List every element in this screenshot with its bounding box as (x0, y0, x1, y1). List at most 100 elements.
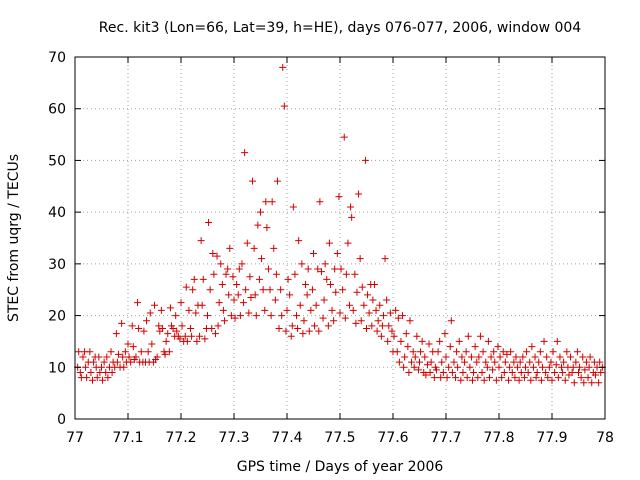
data-point (595, 379, 603, 387)
x-tick-label: 77.8 (483, 430, 514, 446)
data-point (584, 374, 592, 382)
data-point (503, 350, 511, 358)
data-point (315, 327, 323, 335)
data-point (227, 312, 235, 320)
data-point (140, 327, 148, 335)
data-point (554, 374, 562, 382)
data-point (217, 260, 225, 268)
data-point (197, 237, 205, 245)
data-point (144, 348, 152, 356)
data-point (211, 330, 219, 338)
data-point (439, 368, 447, 376)
data-point (500, 368, 508, 376)
x-tick-label: 77.4 (271, 430, 302, 446)
data-point (579, 353, 587, 361)
data-point (279, 63, 287, 71)
data-point (573, 348, 581, 356)
data-point (230, 296, 238, 304)
data-point (470, 368, 478, 376)
data-point (438, 358, 446, 366)
data-point (368, 322, 376, 330)
y-tick-label: 40 (48, 205, 66, 221)
data-point (336, 309, 344, 317)
data-point (235, 265, 243, 273)
x-tick-label: 77.1 (112, 430, 143, 446)
data-point (323, 275, 331, 283)
data-point (272, 270, 280, 278)
data-point (299, 330, 307, 338)
data-point (508, 368, 516, 376)
data-point (213, 252, 221, 260)
data-point (473, 358, 481, 366)
x-tick-label: 77.5 (324, 430, 355, 446)
data-point (112, 330, 120, 338)
data-point (307, 306, 315, 314)
data-point (339, 286, 347, 294)
data-point (388, 327, 396, 335)
data-point (421, 353, 429, 361)
data-point (526, 358, 534, 366)
data-point (563, 348, 571, 356)
data-point (532, 374, 540, 382)
data-point (308, 286, 316, 294)
data-point (93, 374, 101, 382)
data-point (385, 322, 393, 330)
data-point (558, 363, 566, 371)
data-point (282, 327, 290, 335)
data-point (537, 376, 545, 384)
data-point (390, 332, 398, 340)
data-point (441, 330, 449, 338)
data-point (452, 374, 460, 382)
data-point (192, 309, 200, 317)
data-point (189, 286, 197, 294)
data-point (185, 306, 193, 314)
data-point (252, 312, 260, 320)
y-tick-label: 20 (48, 309, 66, 325)
data-point (283, 306, 291, 314)
data-point (475, 353, 483, 361)
data-point (225, 291, 233, 299)
data-point (370, 281, 378, 289)
grid-lines (75, 57, 605, 419)
data-point (422, 371, 430, 379)
data-point (397, 337, 405, 345)
data-point (296, 301, 304, 309)
data-point (471, 343, 479, 351)
data-point (182, 283, 190, 291)
data-point (480, 376, 488, 384)
data-point (417, 348, 425, 356)
data-point (376, 301, 384, 309)
data-point (352, 319, 360, 327)
data-point (545, 363, 553, 371)
data-point (404, 343, 412, 351)
data-point (535, 358, 543, 366)
data-point (76, 368, 84, 376)
data-point (321, 260, 329, 268)
data-point (596, 358, 604, 366)
x-axis-label: GPS time / Days of year 2006 (237, 459, 444, 475)
data-point (484, 337, 492, 345)
data-point (466, 363, 474, 371)
data-point (418, 337, 426, 345)
data-point (333, 250, 341, 258)
data-point (165, 348, 173, 356)
data-point (231, 314, 239, 322)
data-point (402, 330, 410, 338)
data-point (104, 374, 112, 382)
data-point (588, 379, 596, 387)
data-point (337, 265, 345, 273)
data-point (483, 363, 491, 371)
y-tick-label: 10 (48, 360, 66, 376)
data-point (567, 353, 575, 361)
data-point (259, 286, 267, 294)
data-point (251, 291, 259, 299)
data-point (490, 348, 498, 356)
data-point (240, 299, 248, 307)
data-point (492, 376, 500, 384)
data-point (528, 343, 536, 351)
data-point (127, 358, 135, 366)
data-point (153, 353, 161, 361)
data-point (463, 374, 471, 382)
data-point (341, 314, 349, 322)
data-point (496, 353, 504, 361)
